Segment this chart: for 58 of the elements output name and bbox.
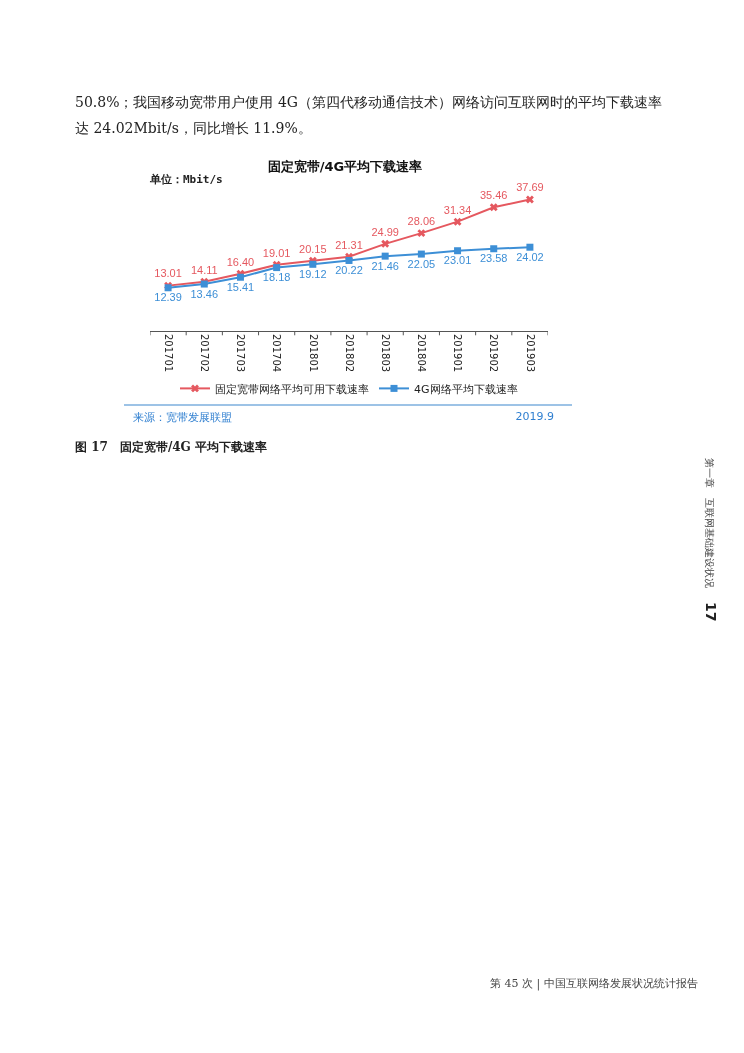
data-label: 21.31 xyxy=(335,238,363,251)
x-tick-label: 201704 xyxy=(271,334,283,373)
data-label: 19.12 xyxy=(299,267,327,280)
data-label: 35.46 xyxy=(479,189,508,202)
point xyxy=(309,260,317,268)
data-label: 13.46 xyxy=(190,287,219,300)
data-label: 14.11 xyxy=(190,263,218,276)
x-tick-label: 201903 xyxy=(524,334,536,373)
point xyxy=(525,195,534,204)
point xyxy=(381,252,389,260)
data-label: 15.41 xyxy=(226,280,255,293)
point xyxy=(489,203,498,212)
text: 第 45 次 | 中国互联网络发展状况统计报告 xyxy=(490,976,698,991)
data-label: 23.58 xyxy=(479,252,508,265)
data-label: 20.22 xyxy=(335,264,363,277)
source-note: 来源：宽带发展联盟 xyxy=(133,410,232,425)
data-label: 24.02 xyxy=(516,250,544,263)
point xyxy=(417,250,425,258)
point xyxy=(417,229,426,238)
data-label: 20.15 xyxy=(299,242,327,255)
point xyxy=(490,245,498,253)
data-label: 18.18 xyxy=(262,271,291,284)
data-label: 31.34 xyxy=(443,203,472,216)
text: 2019.9 xyxy=(515,410,554,423)
data-label: 21.46 xyxy=(371,259,399,272)
legend-label: 固定宽带网络平均可用下载速率 xyxy=(215,382,369,396)
chart-title: 固定宽带/4G平均下载速率 xyxy=(267,159,423,175)
text: 50.8%；我国移动宽带用户使用 4G（第四代移动通信技术）网络访问互联网时的平均下载速率 xyxy=(75,94,663,112)
legend-label: 4G网络平均下载速率 xyxy=(414,382,518,396)
text: 达 24.02Mbit/s，同比增长 11.9%。 xyxy=(75,120,312,138)
point xyxy=(236,273,244,281)
text: 单位：Mbit/s xyxy=(150,172,223,187)
x-tick-label: 201901 xyxy=(452,334,464,373)
x-tick-label: 201803 xyxy=(379,334,391,373)
caption: 图 17 固定宽带/4G 平均下载速率 xyxy=(75,439,268,456)
x-tick-label: 201902 xyxy=(488,334,500,373)
point xyxy=(526,243,534,251)
data-label: 28.06 xyxy=(407,214,436,227)
data-label: 19.01 xyxy=(262,246,291,259)
x-tick-label: 201802 xyxy=(343,334,355,373)
x-tick-label: 201801 xyxy=(307,334,319,373)
data-label: 13.01 xyxy=(154,267,182,280)
data-label: 16.40 xyxy=(226,255,255,268)
data-label: 24.99 xyxy=(371,225,399,238)
text: 第一章 互联网基础建设状况 xyxy=(704,458,715,588)
text: 17 xyxy=(703,602,719,622)
x-tick-label: 201703 xyxy=(235,334,247,373)
data-label: 22.05 xyxy=(407,257,436,270)
data-label: 12.39 xyxy=(154,291,182,304)
data-label: 37.69 xyxy=(516,181,544,194)
x-tick-label: 201702 xyxy=(199,334,211,373)
data-label: 23.01 xyxy=(443,254,472,267)
point xyxy=(454,247,462,255)
point xyxy=(273,264,281,272)
x-tick-label: 201804 xyxy=(416,334,428,373)
x-tick-label: 201701 xyxy=(162,334,174,373)
point xyxy=(345,256,353,264)
point xyxy=(453,217,462,226)
